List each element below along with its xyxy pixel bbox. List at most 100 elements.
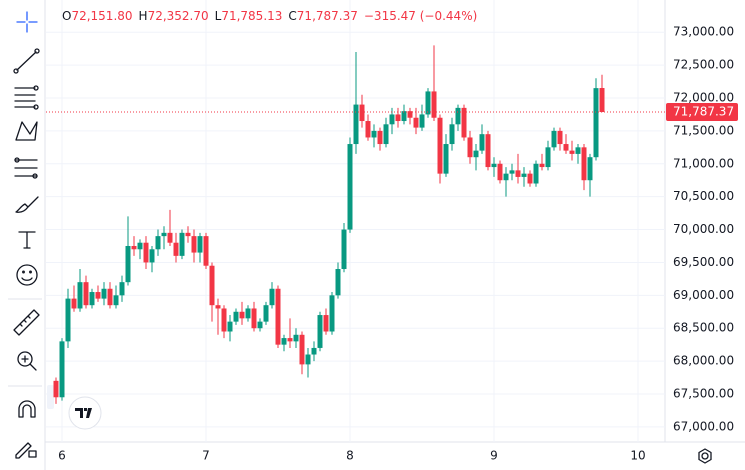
candle-body	[257, 321, 263, 329]
candle-body	[455, 107, 461, 125]
ohlc-key: H	[139, 9, 148, 23]
candle-body	[413, 117, 419, 128]
settings-button[interactable]	[698, 448, 712, 464]
candle-body	[587, 157, 593, 181]
candle-body	[95, 292, 101, 299]
trendline-tool[interactable]	[13, 48, 40, 74]
candle-body	[545, 147, 551, 168]
last-price-label: 71,787.37	[673, 104, 734, 118]
ohlc-header: O72,151.80 H72,352.70 L71,785.13 C71,787.37…	[62, 9, 477, 23]
candle-body	[491, 163, 497, 168]
candle-body	[503, 173, 509, 181]
candle-body	[113, 295, 119, 306]
candle-body	[371, 130, 377, 138]
y-tick-label: 71,000.00	[673, 156, 734, 170]
y-tick-label: 67,500.00	[673, 386, 734, 400]
logo[interactable]	[68, 396, 102, 430]
y-tick-label: 69,000.00	[673, 288, 734, 302]
candle-body	[71, 298, 77, 309]
candle-body	[443, 144, 449, 174]
y-tick-label: 68,500.00	[673, 321, 734, 335]
candle-body	[197, 236, 203, 253]
candle-body	[359, 104, 365, 122]
candle-body	[311, 347, 317, 355]
crosshair-tool[interactable]	[16, 11, 38, 33]
candle-body	[515, 170, 521, 177]
candle-body	[449, 124, 455, 145]
candle-body	[521, 173, 527, 177]
candle-body	[497, 163, 503, 181]
candle-body	[83, 282, 89, 306]
toolbar	[8, 0, 54, 470]
candle-body	[437, 117, 443, 174]
candle-body	[65, 298, 71, 342]
pattern-tool[interactable]	[15, 121, 38, 141]
ohlc-key: O	[62, 9, 71, 23]
icon-tool[interactable]	[16, 264, 38, 286]
candle-body	[287, 338, 293, 342]
ohlc-key: L	[215, 9, 222, 23]
ohlc-value: 71,787.37	[297, 9, 358, 23]
candle-body	[317, 315, 323, 348]
candle-body	[263, 305, 269, 322]
zoom-tool[interactable]	[17, 351, 37, 371]
candle-body	[389, 114, 395, 125]
ruler-tool[interactable]	[13, 309, 40, 336]
candle-body	[299, 334, 305, 365]
y-tick-label: 70,500.00	[673, 189, 734, 203]
candle-body	[353, 104, 359, 145]
candle-body	[365, 121, 371, 138]
magnet-tool[interactable]	[18, 400, 36, 418]
candle-body	[395, 114, 401, 122]
candle-body	[227, 321, 233, 332]
candle-body	[329, 295, 335, 332]
y-tick-label: 68,000.00	[673, 354, 734, 368]
y-tick-label: 67,000.00	[673, 419, 734, 433]
candle-body	[155, 236, 161, 250]
candle-body	[461, 107, 467, 138]
candle-body	[203, 236, 209, 266]
collapse-handle[interactable]	[47, 385, 54, 409]
candle-body	[377, 130, 383, 145]
candle-body	[191, 236, 197, 253]
candle-body	[239, 311, 245, 319]
candle-body	[161, 232, 167, 237]
ohlc-value: 72,352.70	[148, 9, 209, 23]
candle-body	[539, 163, 545, 168]
plot	[46, 0, 665, 442]
candle-body	[137, 242, 143, 250]
candle-body	[533, 163, 539, 184]
lock-tool[interactable]	[15, 442, 37, 459]
y-tick-label: 70,000.00	[673, 222, 734, 236]
y-tick-label: 69,500.00	[673, 255, 734, 269]
candle-body	[281, 338, 287, 345]
ohlc-value: 72,151.80	[71, 9, 132, 23]
logo-circle	[68, 396, 102, 430]
y-tick-label: 72,000.00	[673, 91, 734, 105]
candle-body	[107, 288, 113, 306]
logo-mark	[75, 408, 92, 418]
candle-body	[131, 245, 137, 250]
candle-body	[149, 249, 155, 263]
prediction-tool[interactable]	[14, 157, 38, 179]
candle-body	[209, 265, 215, 306]
change: −315.47 (−0.44%)	[364, 9, 477, 23]
text-tool[interactable]	[18, 231, 36, 249]
candle-body	[323, 315, 329, 332]
candle-body	[245, 308, 251, 319]
candle-body	[215, 305, 221, 309]
candle-body	[125, 245, 131, 283]
candle-body	[251, 308, 257, 329]
candle-body	[305, 354, 311, 365]
y-tick-label: 72,500.00	[673, 58, 734, 72]
brush-tool[interactable]	[15, 196, 39, 213]
candle-body	[341, 229, 347, 270]
candle-body	[77, 282, 83, 309]
candle-body	[167, 232, 173, 243]
candle-body	[269, 288, 275, 306]
candle-body	[221, 308, 227, 332]
fib-tool[interactable]	[14, 85, 39, 110]
candle-body	[401, 111, 407, 122]
candle-body	[431, 91, 437, 118]
x-tick-label: 10	[630, 449, 645, 463]
